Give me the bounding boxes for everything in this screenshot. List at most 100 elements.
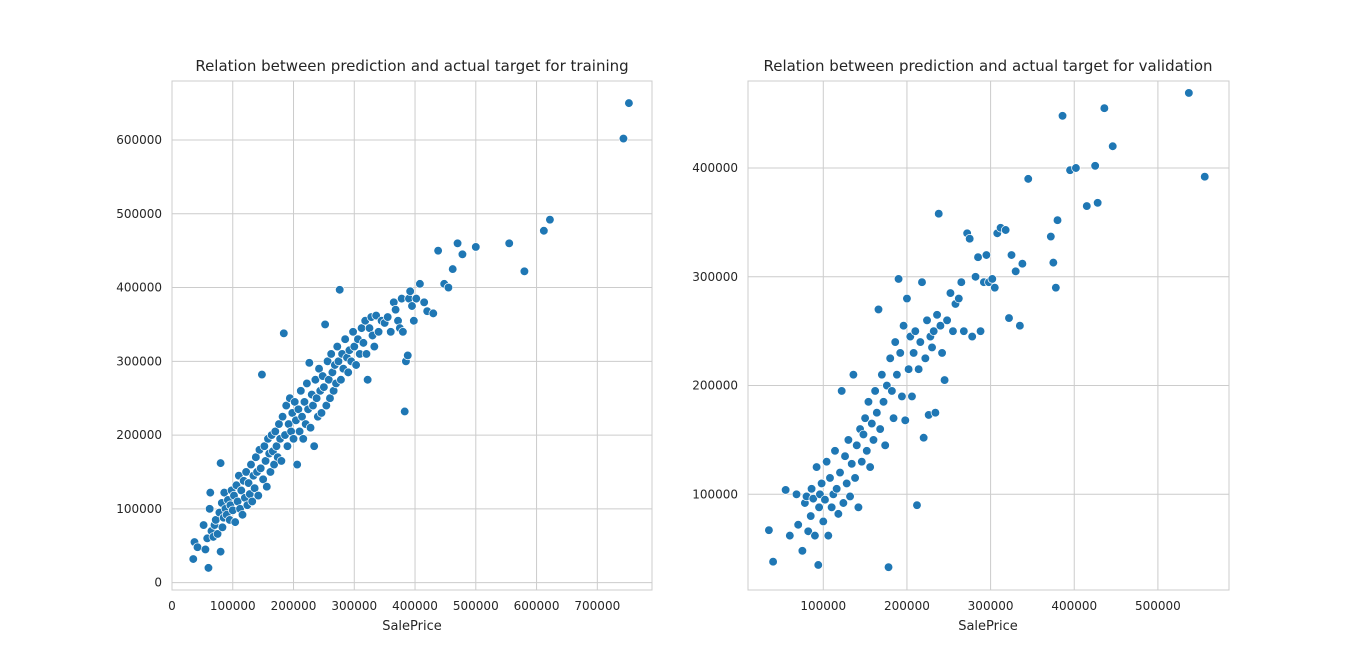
validation-data-point <box>937 348 947 358</box>
validation-data-point <box>872 408 882 418</box>
validation-data-point <box>939 375 950 385</box>
validation-data-point <box>1093 198 1103 208</box>
validation-data-point <box>793 520 803 530</box>
validation-data-point <box>902 293 912 304</box>
validation-scatter-panel: Relation between prediction and actual t… <box>692 57 1230 634</box>
training-data-point <box>336 375 346 385</box>
training-x-tick-label: 100000 <box>210 599 256 613</box>
validation-data-point <box>806 484 817 494</box>
training-data-point <box>296 386 306 396</box>
validation-data-point <box>959 326 969 336</box>
training-data-point <box>262 482 272 492</box>
training-data-point <box>276 456 287 466</box>
validation-data-point <box>814 502 824 512</box>
training-data-point <box>362 375 373 385</box>
training-x-tick-label: 0 <box>168 599 176 613</box>
training-data-point <box>241 467 251 477</box>
training-data-point <box>299 397 310 407</box>
validation-data-point <box>914 364 924 374</box>
training-y-tick-label: 500000 <box>116 207 162 221</box>
training-data-point <box>302 378 312 389</box>
validation-data-point <box>845 491 855 502</box>
validation-data-point <box>973 252 983 262</box>
training-data-point <box>411 293 421 304</box>
validation-data-point <box>927 342 937 353</box>
training-data-point <box>311 393 322 403</box>
training-data-point <box>297 411 307 422</box>
validation-data-point <box>919 433 929 443</box>
validation-data-point <box>981 250 992 260</box>
validation-data-point <box>888 413 899 423</box>
training-data-point <box>259 441 270 451</box>
training-data-point <box>288 434 299 444</box>
validation-data-point <box>893 274 904 284</box>
training-data-point <box>400 406 410 417</box>
validation-data-point <box>929 326 939 336</box>
validation-data-point <box>847 459 857 469</box>
training-data-point <box>390 305 401 315</box>
training-data-point <box>293 404 304 414</box>
validation-data-point <box>1071 163 1081 173</box>
validation-data-point <box>915 337 925 347</box>
training-data-point <box>308 400 318 411</box>
validation-y-tick-label: 300000 <box>692 270 738 284</box>
validation-data-point <box>827 502 837 512</box>
training-data-point <box>217 522 228 532</box>
training-scatter-panel: Relation between prediction and actual t… <box>116 57 653 634</box>
training-data-point <box>351 360 361 370</box>
training-data-point <box>624 98 634 108</box>
training-data-point <box>320 319 330 330</box>
training-x-tick-label: 200000 <box>271 599 317 613</box>
training-x-tick-label: 400000 <box>392 599 438 613</box>
training-data-point <box>343 367 353 378</box>
validation-data-point <box>887 386 897 396</box>
training-data-point <box>305 423 316 433</box>
validation-data-point <box>791 489 802 499</box>
training-data-point <box>545 215 555 225</box>
validation-data-point <box>857 457 867 467</box>
validation-data-point <box>825 473 835 483</box>
validation-data-point <box>878 397 889 407</box>
training-data-point <box>433 246 443 256</box>
training-data-point <box>260 456 271 466</box>
training-data-point <box>205 504 215 514</box>
training-data-point <box>332 341 342 352</box>
training-data-point <box>246 459 256 470</box>
training-data-point <box>290 397 300 407</box>
training-data-point <box>281 400 291 411</box>
validation-data-point <box>1082 201 1092 211</box>
validation-data-point <box>1051 282 1061 293</box>
validation-data-point <box>920 353 930 363</box>
training-data-point <box>325 393 335 403</box>
training-y-tick-label: 200000 <box>116 428 162 442</box>
validation-data-point <box>852 440 862 450</box>
validation-data-point <box>843 435 854 445</box>
validation-data-point <box>810 530 820 541</box>
training-data-point <box>304 358 314 368</box>
training-data-point <box>200 544 211 555</box>
training-data-point <box>212 529 223 539</box>
training-data-point <box>369 341 379 352</box>
validation-data-point <box>883 562 894 572</box>
validation-data-point <box>835 467 845 478</box>
validation-data-point <box>965 234 975 244</box>
training-data-point <box>314 364 324 374</box>
training-data-point <box>361 349 372 359</box>
validation-data-point <box>912 500 922 510</box>
training-data-point <box>215 546 226 557</box>
validation-data-point <box>1108 141 1118 151</box>
validation-data-point <box>967 331 977 342</box>
training-data-point <box>504 238 514 248</box>
validation-data-point <box>907 391 917 402</box>
training-data-point <box>349 341 359 352</box>
training-data-point <box>321 400 331 411</box>
validation-y-tick-label: 200000 <box>692 379 738 393</box>
training-x-tick-label: 600000 <box>514 599 560 613</box>
training-data-point <box>403 350 413 361</box>
training-data-point <box>271 441 282 451</box>
training-data-point <box>340 334 350 344</box>
training-data-point <box>270 426 280 437</box>
validation-chart-title: Relation between prediction and actual t… <box>763 57 1212 75</box>
validation-data-point <box>990 282 1000 293</box>
training-data-point <box>326 349 336 359</box>
